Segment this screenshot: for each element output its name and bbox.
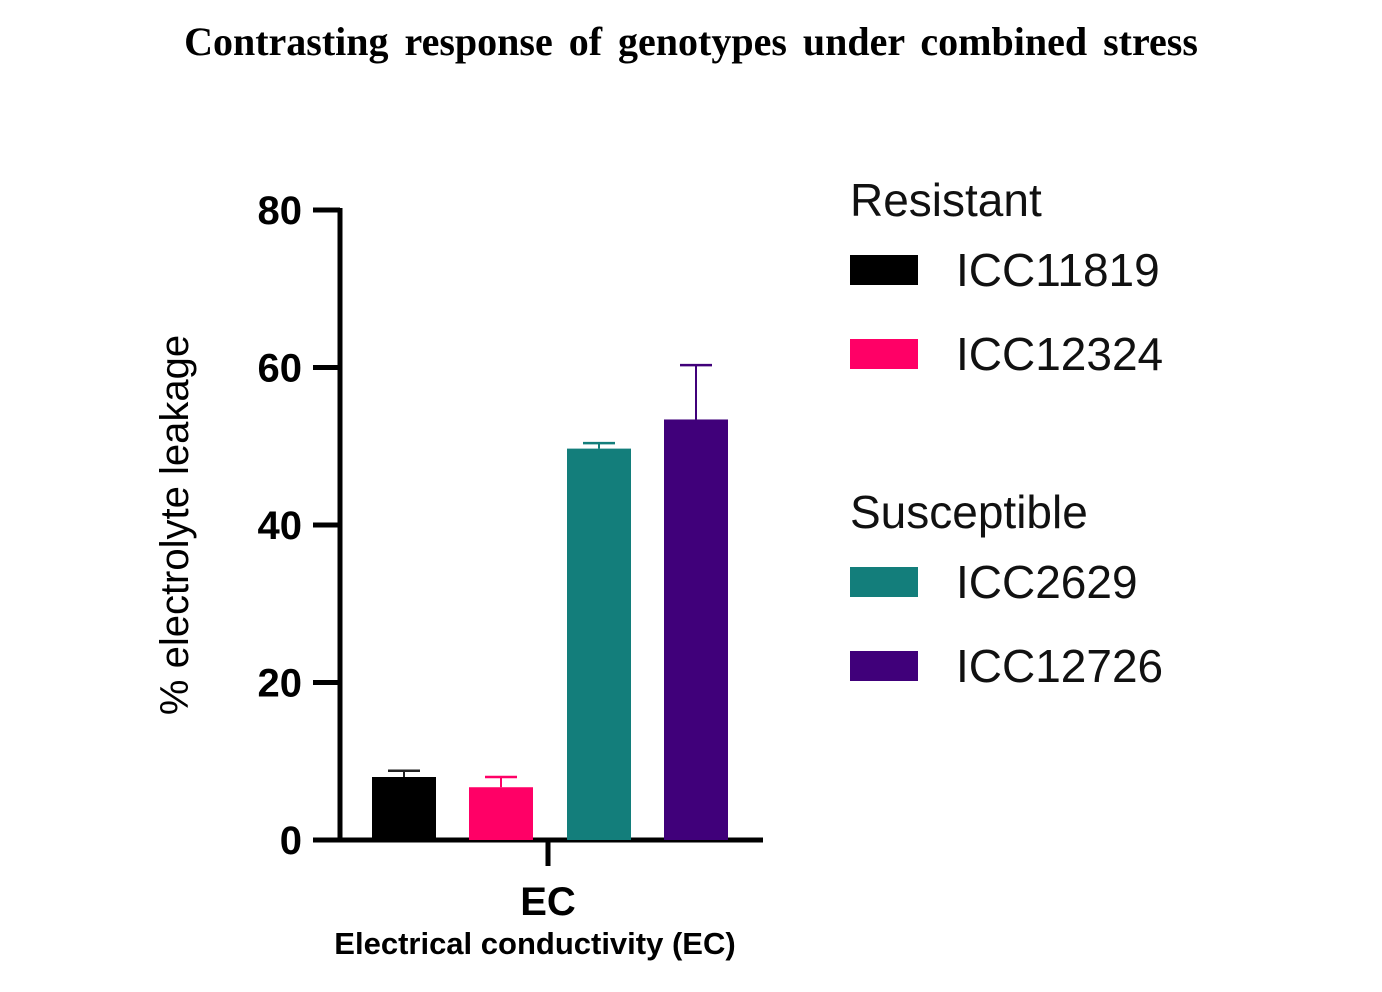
chart-title: Contrasting response of genotypes under …	[184, 19, 1198, 64]
bar-icc11819	[372, 777, 436, 840]
y-axis-title: % electrolyte leakage	[153, 335, 197, 715]
legend-swatch	[850, 339, 918, 369]
axes: 0 20 40 60 80	[258, 189, 763, 866]
legend-label: ICC12324	[956, 328, 1164, 380]
legend-item: ICC12324	[850, 312, 1163, 396]
legend-item: ICC12726	[850, 624, 1163, 708]
legend-item: ICC11819	[850, 228, 1163, 312]
y-tick-label: 40	[258, 504, 303, 548]
legend-label: ICC11819	[956, 244, 1160, 296]
legend-label: ICC2629	[956, 556, 1138, 608]
legend-group-resistant: Resistant	[850, 174, 1042, 226]
y-tick-label: 80	[258, 189, 303, 233]
y-tick-label: 20	[258, 662, 303, 706]
legend-swatch	[850, 255, 918, 285]
legend-swatch	[850, 567, 918, 597]
bar-icc2629	[567, 448, 631, 840]
category-label: EC	[520, 880, 576, 924]
legend-label: ICC12726	[956, 640, 1164, 692]
bar-icc12726	[664, 419, 728, 840]
bars	[372, 363, 728, 840]
y-tick-label: 0	[280, 819, 302, 863]
x-axis-title: Electrical conductivity (EC)	[334, 926, 736, 961]
legend: Resistant ICC11819 ICC12324 Susceptible …	[850, 172, 1163, 708]
legend-group-susceptible: Susceptible	[850, 486, 1088, 538]
legend-swatch	[850, 651, 918, 681]
y-tick-label: 60	[258, 347, 303, 391]
legend-item: ICC2629	[850, 540, 1163, 624]
bar-icc12324	[469, 787, 533, 840]
